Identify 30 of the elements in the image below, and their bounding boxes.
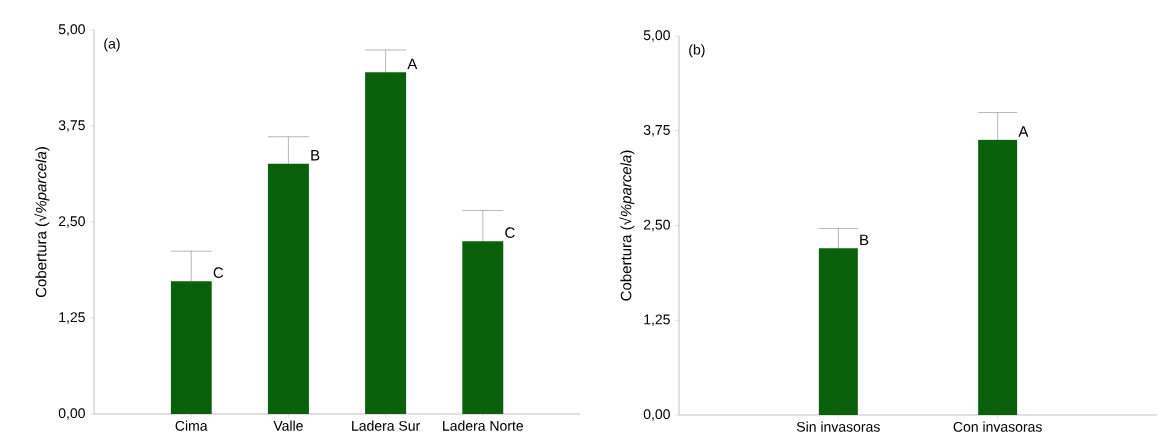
annotation: B [311,150,320,161]
y-tick-label: 5,00 [58,24,85,36]
bar [462,241,504,414]
y-tick-label: 1,25 [59,312,85,324]
annotation: A [1018,126,1029,137]
annotation: A [407,58,418,70]
annotation: (b) [689,44,705,58]
x-tick-label: Ladera Norte [443,420,524,431]
x-tick-label: Con invasoras [953,421,1042,432]
y-tick-label: 3,75 [58,120,85,132]
y-tick-label: 3,75 [643,124,670,137]
bar [365,72,407,414]
x-tick-label: Valle [273,420,303,431]
y-tick-label: 0,00 [643,409,670,421]
annotation: C [213,267,224,278]
y-tick-label: 5,00 [643,30,670,42]
y-axis-title: Cobertura (√%parcela) [34,147,50,298]
annotation: C [505,227,515,238]
bar [170,281,212,414]
x-tick-label: Ladera Sur [352,420,420,431]
x-tick-label: Sin invasoras [796,421,880,432]
y-axis-title: Cobertura (√%parcela) [619,150,635,301]
bar [267,163,309,414]
y-tick-label: 0,00 [58,408,85,420]
x-tick-label: Cima [175,420,208,431]
annotation: B [860,234,869,246]
annotation: (a) [104,38,120,52]
y-tick-label: 2,50 [58,216,85,228]
y-tick-label: 1,25 [644,314,670,327]
y-tick-label: 2,50 [643,219,670,232]
